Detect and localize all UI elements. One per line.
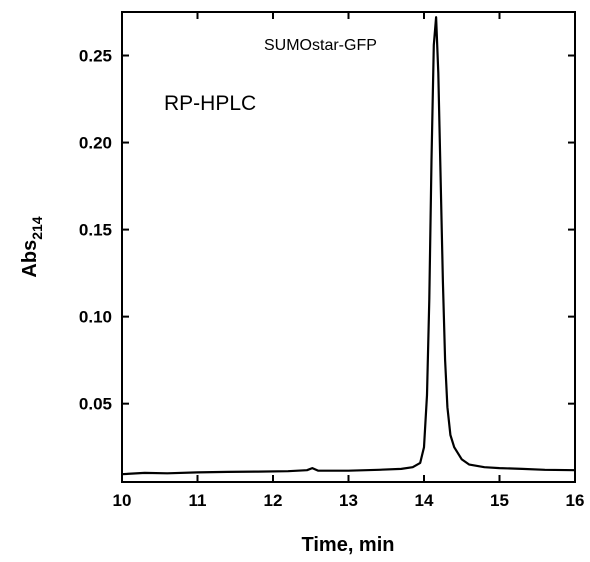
y-axis-title-subscript: 214 xyxy=(29,216,45,240)
x-tick-label: 16 xyxy=(566,491,585,510)
method-label: RP-HPLC xyxy=(164,92,256,115)
svg-text:Abs214: Abs214 xyxy=(19,216,45,277)
absorbance-trace xyxy=(121,16,576,476)
y-tick-label: 0.10 xyxy=(79,308,112,327)
y-axis-title-main: Abs xyxy=(19,240,41,278)
y-axis-title: Abs214 xyxy=(19,216,45,277)
x-tick-label: 10 xyxy=(113,491,132,510)
x-tick-label: 13 xyxy=(339,491,358,510)
y-tick-label: 0.15 xyxy=(79,221,112,240)
x-tick-label: 12 xyxy=(264,491,283,510)
x-tick-label: 11 xyxy=(189,491,207,510)
peak-label: SUMOstar-GFP xyxy=(264,37,377,54)
plot-frame xyxy=(121,11,576,483)
x-axis-ticks: 10 11 12 13 14 15 16 xyxy=(113,12,585,510)
x-tick-label: 14 xyxy=(415,491,434,510)
x-tick-label: 15 xyxy=(490,491,509,510)
x-axis-title: Time, min xyxy=(302,534,395,556)
y-tick-label: 0.25 xyxy=(79,47,112,66)
y-tick-label: 0.05 xyxy=(79,395,112,414)
y-tick-label: 0.20 xyxy=(79,134,112,153)
y-axis-ticks: 0.05 0.10 0.15 0.20 0.25 xyxy=(79,47,575,414)
